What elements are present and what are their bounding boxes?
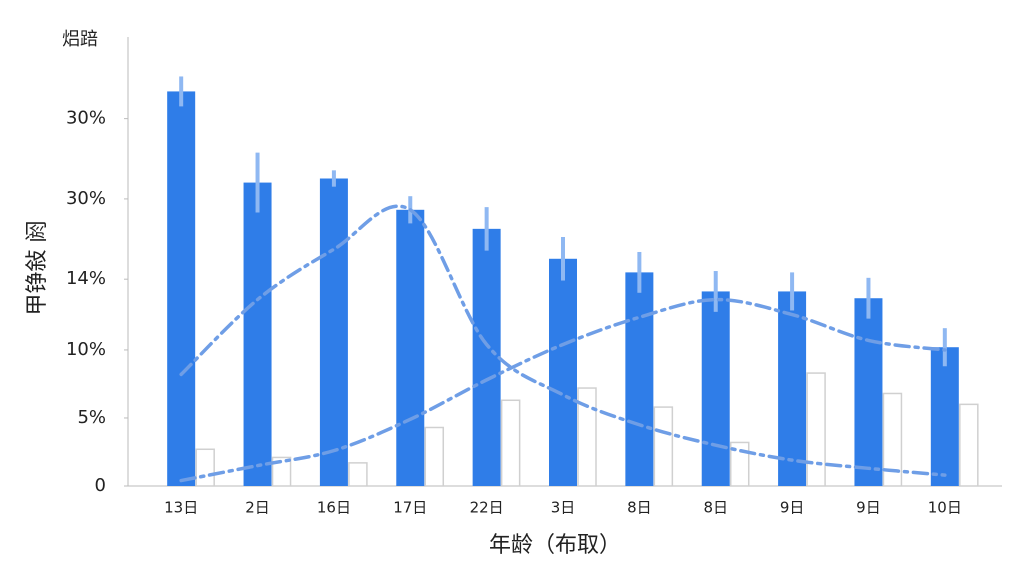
x-tick-label: 8日 (703, 499, 728, 517)
x-tick-label: 3日 (551, 499, 576, 517)
x-tick-label: 8日 (627, 499, 652, 517)
y-tick-label: 0 (95, 475, 106, 496)
x-tick-label: 13日 (164, 499, 198, 517)
bar (319, 178, 348, 486)
x-axis-title: 年龄（布取） (489, 533, 621, 558)
x-tick-label: 16日 (317, 499, 351, 517)
bar (424, 426, 445, 487)
x-tick-label: 9日 (780, 499, 805, 517)
bar (806, 372, 826, 487)
bar (472, 228, 501, 486)
trend-line (179, 297, 947, 483)
trend-line (179, 204, 947, 477)
bar (271, 456, 292, 487)
y-tick-label: 30% (66, 108, 106, 129)
y-tick-label: 10% (66, 339, 106, 360)
y-tick-label: 5% (77, 407, 106, 428)
x-tick-label: 10日 (928, 499, 962, 517)
bar (549, 258, 577, 486)
x-tick-label: 2日 (245, 499, 270, 517)
bar (778, 291, 807, 486)
y-axis-title: 甲铮敍 阏 (25, 221, 50, 316)
x-tick-label: 17日 (393, 499, 427, 517)
bar (882, 392, 903, 487)
bar (195, 448, 215, 487)
y-unit-label: 焒踣 (62, 29, 98, 50)
bar (854, 298, 883, 486)
bar (959, 403, 979, 487)
bar (167, 91, 196, 486)
y-tick-label: 30% (66, 188, 106, 209)
x-tick-label: 22日 (470, 499, 504, 517)
bar (625, 272, 654, 486)
bar (243, 182, 272, 487)
bar (396, 209, 425, 486)
y-tick-label: 14% (66, 268, 106, 289)
bar (653, 406, 674, 487)
bar (348, 462, 368, 487)
bar (930, 347, 959, 486)
bar (577, 387, 597, 487)
bar (729, 441, 750, 487)
bar (701, 291, 730, 486)
x-tick-label: 9日 (856, 499, 881, 517)
bar (500, 399, 521, 487)
